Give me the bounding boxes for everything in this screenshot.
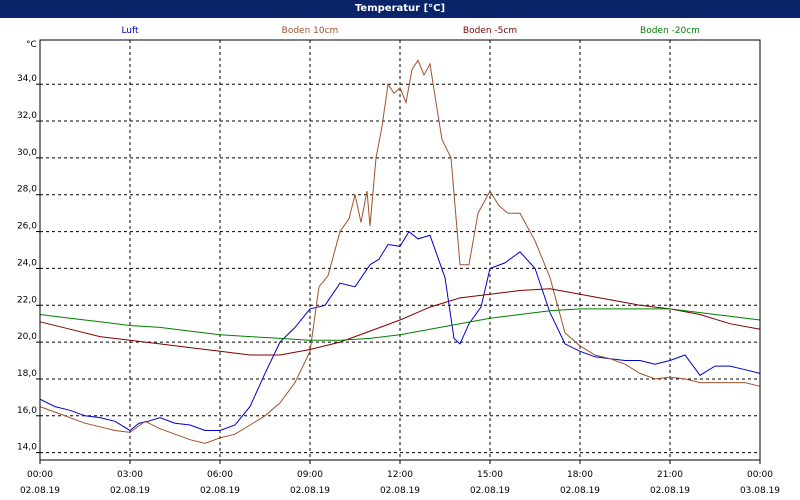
x-tick-date-label: 02.08.19 <box>470 486 510 496</box>
chart-grid <box>40 40 760 460</box>
x-axis: 00:00 02.08.19 03:00 02.08.19 06:00 02.08.19 0… <box>20 460 780 496</box>
legend-entry: Luft <box>121 26 139 36</box>
x-tick-date-label: 02.08.19 <box>380 486 420 496</box>
series-line-3 <box>39 308 761 341</box>
chart-series <box>39 59 761 444</box>
series-line-2 <box>39 288 761 356</box>
legend-entry: Boden -20cm <box>640 26 700 36</box>
legend-entry: Boden -5cm <box>463 26 517 36</box>
y-tick-label: 22,0 <box>17 295 37 305</box>
chart-legend: Luft Boden 10cm Boden -5cm Boden -20cm <box>121 26 700 36</box>
y-tick-label: 14,0 <box>17 443 37 453</box>
chart-title: Temperatur [°C] <box>0 0 800 18</box>
y-tick-label: 32,0 <box>17 111 37 121</box>
series-line-0 <box>39 230 761 432</box>
x-tick-date-label: 02.08.19 <box>560 486 600 496</box>
y-tick-label: 16,0 <box>17 406 37 416</box>
x-tick-date-label: 03.08.19 <box>740 486 780 496</box>
y-tick-label: 34,0 <box>17 74 37 84</box>
x-tick-time-label: 15:00 <box>477 470 503 480</box>
y-tick-label: 20,0 <box>17 332 37 342</box>
x-tick-time-label: 00:00 <box>27 470 53 480</box>
x-tick-date-label: 02.08.19 <box>20 486 60 496</box>
y-axis-unit-label: °C <box>26 40 37 50</box>
x-tick-date-label: 02.08.19 <box>200 486 240 496</box>
x-tick-time-label: 03:00 <box>117 470 143 480</box>
y-tick-label: 24,0 <box>17 258 37 268</box>
y-axis: 14,0 16,0 18,0 20,0 22,0 24,0 26,0 28,0 30,0 32,0… <box>17 74 40 454</box>
x-tick-time-label: 09:00 <box>297 470 323 480</box>
x-tick-time-label: 00:00 <box>747 470 773 480</box>
x-tick-date-label: 02.08.19 <box>650 486 690 496</box>
x-tick-time-label: 18:00 <box>567 470 593 480</box>
y-tick-label: 26,0 <box>17 222 37 232</box>
x-tick-date-label: 02.08.19 <box>290 486 330 496</box>
x-tick-time-label: 21:00 <box>657 470 683 480</box>
legend-entry: Boden 10cm <box>282 26 339 36</box>
y-tick-label: 30,0 <box>17 148 37 158</box>
x-tick-date-label: 02.08.19 <box>110 486 150 496</box>
y-tick-label: 28,0 <box>17 185 37 195</box>
x-tick-time-label: 12:00 <box>387 470 413 480</box>
x-tick-time-label: 06:00 <box>207 470 233 480</box>
series-line-1 <box>39 59 761 444</box>
y-tick-label: 18,0 <box>17 369 37 379</box>
